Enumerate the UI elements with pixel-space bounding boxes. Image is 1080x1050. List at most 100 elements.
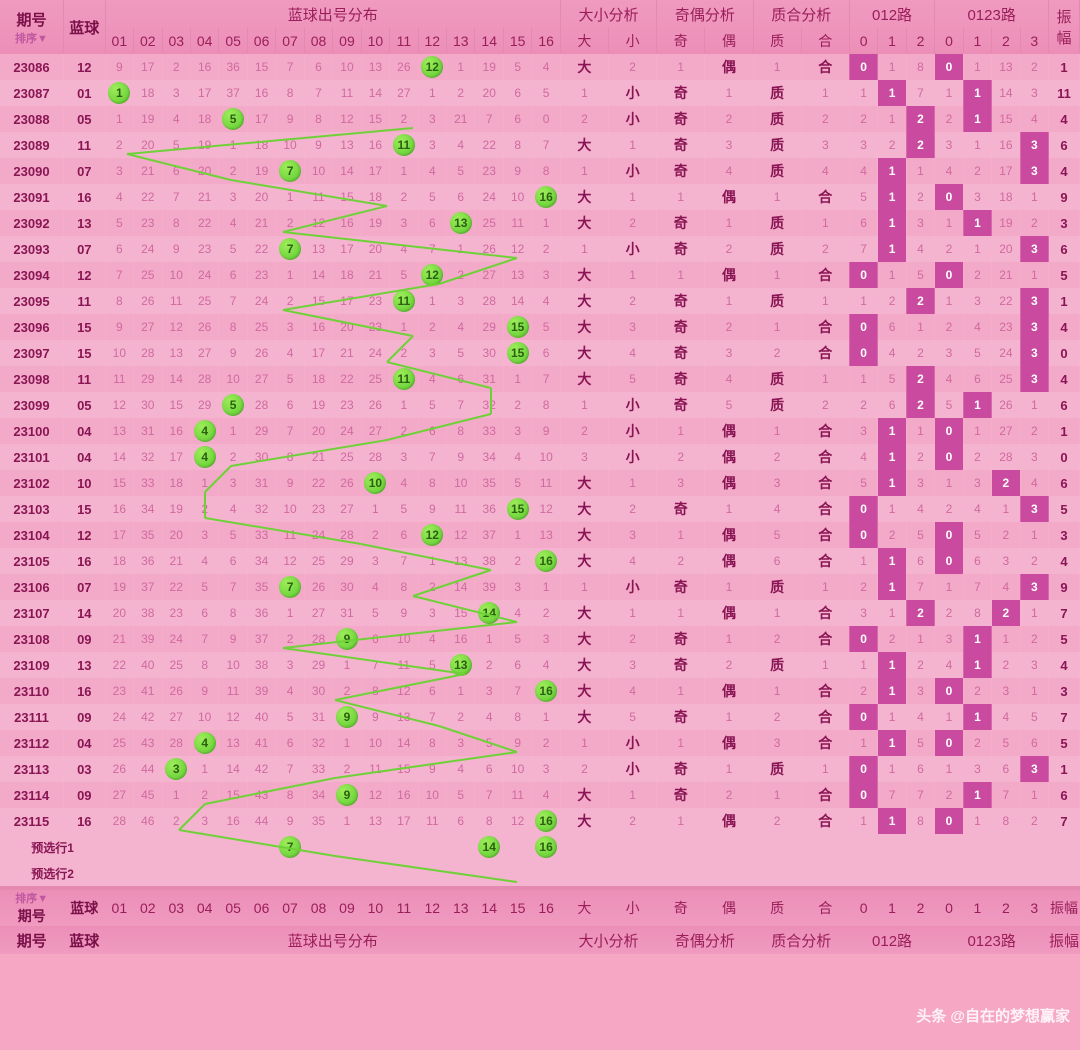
predict-row[interactable]: 预选行171416 [0,834,1080,860]
col-num-11: 11 [390,890,418,926]
table-row: 230941272510246231141821512227133大11偶1合0… [0,262,1080,288]
col-num-13: 13 [447,28,475,54]
col-num-05: 05 [219,28,247,54]
group-012: 012路 [849,0,934,28]
table-row: 2308911220519118109131611342287大1奇3质3322… [0,132,1080,158]
ball-circle: 5 [222,394,244,416]
ball-circle: 1 [108,82,130,104]
col-num-10: 10 [361,28,389,54]
ball-circle: 12 [421,56,443,78]
sort-toggle[interactable]: 排序▼ [0,30,63,46]
col-num-11: 11 [390,28,418,54]
table-row: 231151628462316449351131711681216大21偶2合1… [0,808,1080,834]
table-row: 2309811112914281027518222511463117大5奇4质1… [0,366,1080,392]
ball-circle: 7 [279,238,301,260]
ball-circle: 16 [535,680,557,702]
table-row: 230990512301529528619232615732281小奇5质226… [0,392,1080,418]
table-row: 23093076249235227131720471261221小奇2质2714… [0,236,1080,262]
table-row: 23113032644311442733211159461032小奇1质1016… [0,756,1080,782]
ball-circle: 13 [450,212,472,234]
col-num-16: 16 [532,28,560,54]
table-row: 23096159271226825316202312429155大3奇21合06… [0,314,1080,340]
ball-circle: 9 [336,628,358,650]
ball-circle: 11 [393,368,415,390]
col-num-09: 09 [333,890,361,926]
table-row: 230951182611257242151723111328144大2奇1质11… [0,288,1080,314]
table-header: 期号 排序▼ 蓝球 蓝球出号分布 大小分析 奇偶分析 质合分析 012路 012… [0,0,1080,54]
table-row: 23087011183173716871114271220651小奇1质1117… [0,80,1080,106]
table-row: 23086129172163615761013261211954大21偶1合01… [0,54,1080,80]
col-period[interactable]: 期号 排序▼ [0,0,64,54]
col-num-12: 12 [418,28,446,54]
ball-circle: 7 [279,576,301,598]
table-row: 2310412173520353311242826121237113大31偶5合… [0,522,1080,548]
table-row: 23091164227213201111518256241016大11偶1合51… [0,184,1080,210]
col-num-15: 15 [503,28,531,54]
table-body: 23086129172163615761013261211954大21偶1合01… [0,54,1080,886]
col-num-14: 14 [475,28,503,54]
table-footer: 排序▼期号蓝球01020304050607080910111213141516大… [0,886,1080,954]
ball-circle: 14 [478,602,500,624]
ball-circle: 4 [194,446,216,468]
col-num-13: 13 [447,890,475,926]
col-amplitude: 振幅 [1049,0,1080,54]
ball-circle: 4 [194,420,216,442]
col-num-06: 06 [247,28,275,54]
col-num-12: 12 [418,890,446,926]
col-num-04: 04 [190,890,218,926]
col-num-14: 14 [475,890,503,926]
ball-circle: 3 [165,758,187,780]
table-row: 2310714203823683612731593151442大11偶1合312… [0,600,1080,626]
table-row: 230971510281327926417212423530156大4奇32合0… [0,340,1080,366]
ball-circle: 12 [421,264,443,286]
col-num-07: 07 [276,28,304,54]
ball-circle: 15 [507,498,529,520]
table-row: 23106071937225735726304821439311小奇1质1217… [0,574,1080,600]
col-num-15: 15 [503,890,531,926]
table-row: 231080921392479372289610416153大2奇12合0213… [0,626,1080,652]
lottery-trend-table: 期号 排序▼ 蓝球 蓝球出号分布 大小分析 奇偶分析 质合分析 012路 012… [0,0,1080,954]
col-blueball: 蓝球 [64,0,106,54]
table-row: 231010414321742308212528379344103小2偶2合41… [0,444,1080,470]
table-row: 2311109244227101240531991372481大5奇12合014… [0,704,1080,730]
group-distribution: 蓝球出号分布 [105,0,560,28]
table-row: 231051618362146341225293711338216大42偶6合1… [0,548,1080,574]
table-row: 2310315163419243210232715911361512大2奇14合… [0,496,1080,522]
col-num-10: 10 [361,890,389,926]
table-row: 23114092745121543834912161057114大1奇21合07… [0,782,1080,808]
col-num-03: 03 [162,890,190,926]
group-parity: 奇偶分析 [657,0,753,28]
col-num-02: 02 [134,890,162,926]
group-prime: 质合分析 [753,0,849,28]
ball-circle: 11 [393,290,415,312]
col-num-04: 04 [190,28,218,54]
group-0123: 0123路 [935,0,1049,28]
ball-circle: 15 [507,316,529,338]
ball-circle: 16 [535,550,557,572]
ball-circle: 9 [336,706,358,728]
group-size: 大小分析 [560,0,656,28]
col-num-08: 08 [304,890,332,926]
table-row: 23100041331164129720242726833392小1偶1合311… [0,418,1080,444]
predict-row[interactable]: 预选行2 [0,860,1080,886]
col-num-03: 03 [162,28,190,54]
col-num-08: 08 [304,28,332,54]
ball-circle: 7 [279,160,301,182]
col-num-01: 01 [105,890,133,926]
ball-circle: 16 [535,186,557,208]
col-num-01: 01 [105,28,133,54]
col-num-09: 09 [333,28,361,54]
ball-circle: 9 [336,784,358,806]
table-row: 23092135238224212121619361325111大2奇1质161… [0,210,1080,236]
table-row: 231021015331813319222610481035511大13偶3合5… [0,470,1080,496]
ball-circle: 4 [194,732,216,754]
col-period-ftr: 期号 [0,926,64,954]
col-num-07: 07 [276,890,304,926]
table-row: 2309007321620219710141714523981小奇4质44114… [0,158,1080,184]
table-row: 2311016234126911394302812613716大41偶1合213… [0,678,1080,704]
ball-circle: 10 [364,472,386,494]
watermark: 头条 @自在的梦想赢家 [916,1005,1070,1026]
ball-circle: 13 [450,654,472,676]
col-num-06: 06 [247,890,275,926]
col-num-05: 05 [219,890,247,926]
